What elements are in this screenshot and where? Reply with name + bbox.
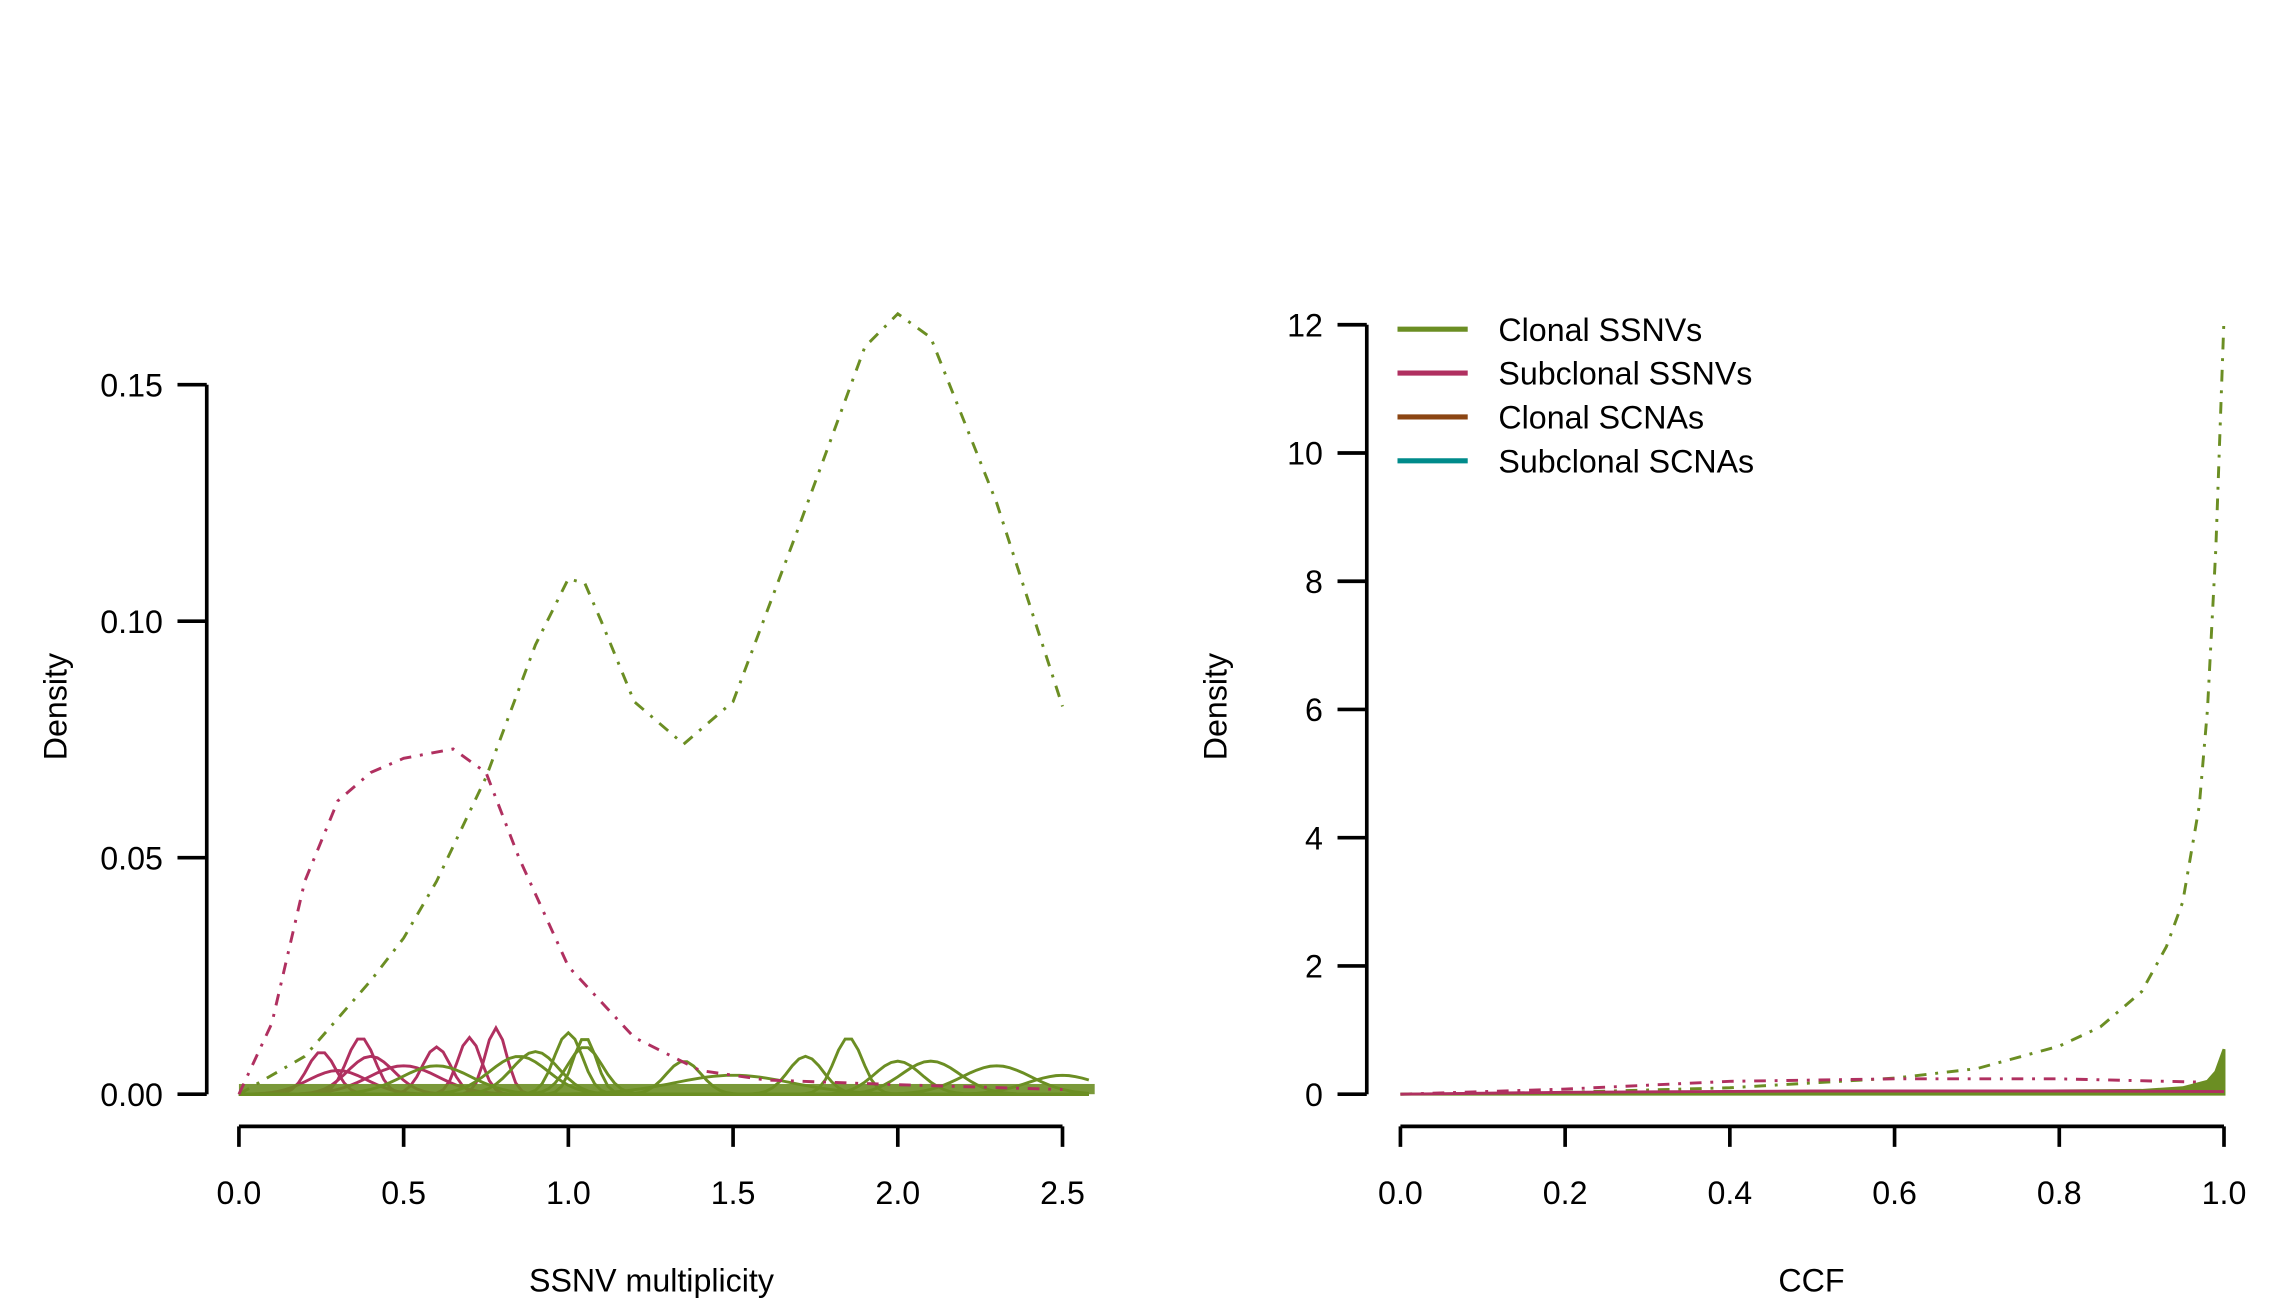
y-tick-label: 0.05 xyxy=(100,840,163,876)
x-tick-label: 0.2 xyxy=(1543,1175,1588,1211)
x-axis-label: SSNV multiplicity xyxy=(529,1263,775,1299)
legend-label: Subclonal SCNAs xyxy=(1498,443,1754,479)
x-tick-label: 0.8 xyxy=(2037,1175,2082,1211)
clonal-ssnv-density-curve xyxy=(238,311,1064,1096)
y-tick-label: 12 xyxy=(1287,307,1323,343)
x-tick-label: 0.0 xyxy=(217,1175,262,1211)
x-tick-label: 0.4 xyxy=(1707,1175,1752,1211)
x-tick-label: 1.0 xyxy=(2202,1175,2247,1211)
x-tick-label: 1.0 xyxy=(546,1175,591,1211)
y-tick-label: 2 xyxy=(1305,949,1323,985)
y-axis-label: Density xyxy=(37,652,73,760)
y-tick-label: 6 xyxy=(1305,692,1323,728)
subclonal-ssnv-density-curve xyxy=(1400,1089,2225,1096)
clonal-ssnv-density-curve xyxy=(1400,318,2226,1096)
y-tick-label: 10 xyxy=(1287,436,1323,472)
x-tick-label: 2.0 xyxy=(875,1175,920,1211)
x-tick-label: 0.6 xyxy=(1872,1175,1917,1211)
subclonal-ssnv-density-curve xyxy=(237,747,1063,1095)
x-tick-label: 0.0 xyxy=(1378,1175,1423,1211)
legend-label: Subclonal SSNVs xyxy=(1498,356,1752,392)
y-tick-label: 0.15 xyxy=(100,367,163,403)
y-axis-label: Density xyxy=(1197,652,1233,760)
x-tick-label: 1.5 xyxy=(711,1175,756,1211)
clonal-ssnv-density-curve xyxy=(1400,1048,2226,1096)
ccf-panel: Density CCF 0 2 4 6 8 10 12 0.0 0.2 0.4 0.6 0.8 1.0 C… xyxy=(1197,307,2246,1298)
x-tick-label: 2.5 xyxy=(1040,1175,1085,1211)
legend-label: Clonal SCNAs xyxy=(1498,400,1704,436)
legend-label: Clonal SSNVs xyxy=(1498,312,1702,348)
subclonal-ssnv-density-curve xyxy=(1400,1077,2225,1096)
y-tick-label: 8 xyxy=(1305,564,1323,600)
y-tick-label: 0.00 xyxy=(100,1077,163,1113)
clonal-ssnv-baseline-band xyxy=(238,1083,1095,1095)
x-axis-label: CCF xyxy=(1778,1263,1844,1299)
multiplicity-panel: Density SSNV multiplicity 0.00 0.05 0.10 0.… xyxy=(37,311,1095,1299)
x-tick-label: 0.5 xyxy=(381,1175,426,1211)
y-tick-label: 0.10 xyxy=(100,604,163,640)
y-tick-label: 4 xyxy=(1305,820,1323,856)
y-tick-label: 0 xyxy=(1305,1077,1323,1113)
